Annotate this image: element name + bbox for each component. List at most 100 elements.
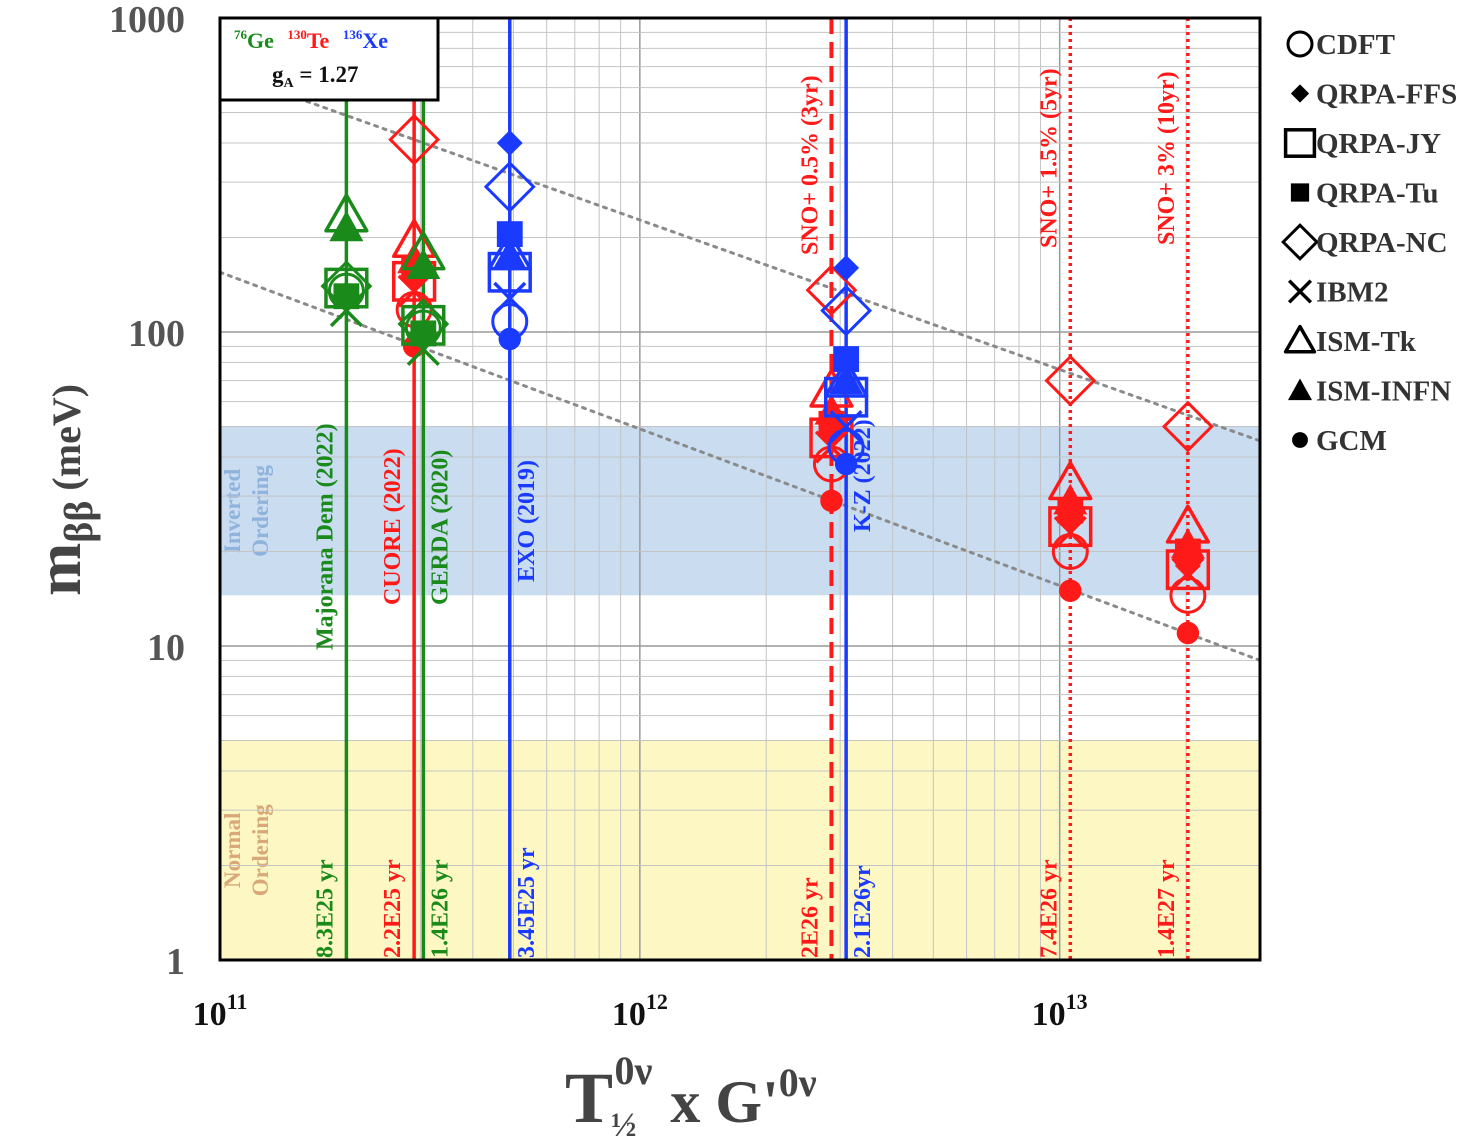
legend-label-qrpa-ffs: QRPA-FFS: [1316, 79, 1457, 111]
experiment-limit-label: 2.2E25 yr: [380, 859, 406, 958]
ge-mass: 76: [234, 27, 248, 42]
y-axis-title: mββ (meV): [23, 384, 101, 596]
point-qrpa-ffs: [833, 254, 860, 281]
experiment-limit-label: 2.1E26yr: [850, 865, 876, 958]
point-ibm2: [829, 409, 863, 444]
point-qrpa-nc: [820, 284, 873, 337]
legend-marker-cdft: [1286, 30, 1314, 58]
data-points: [320, 113, 1214, 645]
plot-border: [218, 16, 1262, 962]
experiment-name-label: SNO+ 3% (10yr): [1154, 71, 1180, 245]
legend-marker-qrpa-jy: [1283, 128, 1317, 158]
experiment-lines: Majorana Dem (2022) 8.3E25 yr CUORE (2022)…: [312, 18, 1190, 960]
point-gcm: [820, 489, 843, 513]
point-ism-infn: [406, 248, 441, 279]
info-box: 76Ge 130Te 136Xe gA = 1.27: [218, 16, 440, 102]
cross-stroke: [829, 409, 863, 444]
experiment-limit-label: 7.4E26 yr: [1036, 859, 1062, 958]
legend-marker-ibm2: [1287, 279, 1313, 304]
band-inverted: [220, 426, 1260, 596]
experiment-name-label: SNO+ 1.5% (5yr): [1036, 68, 1062, 248]
point-ism-infn: [492, 238, 527, 270]
diagonal-guides: [218, 90, 1262, 662]
experiment-name-label: Majorana Dem (2022): [312, 423, 338, 650]
x-tick-exponent: 13: [1066, 989, 1088, 1014]
x-axis-title: T½0ν x G'0ν: [565, 1048, 817, 1144]
band-label: Inverted Ordering: [220, 464, 273, 556]
experiment-limit-label: 1.4E27 yr: [1154, 859, 1180, 958]
legend-marker-gcm: [1292, 432, 1308, 448]
xe-mass: 136: [343, 27, 363, 42]
legend-marker-qrpa-tu: [1290, 183, 1310, 202]
point-gcm: [834, 452, 858, 476]
isotope-labels: 76Ge 130Te 136Xe: [234, 27, 388, 53]
legend-label-qrpa-tu: QRPA-Tu: [1316, 178, 1438, 210]
x-tick-label: 1011: [193, 989, 248, 1033]
te-mass: 130: [287, 27, 307, 42]
legend-marker-ism-infn: [1288, 378, 1312, 401]
legend-label-ism-infn: ISM-INFN: [1316, 376, 1451, 408]
experiment-name-label: CUORE (2022): [380, 448, 406, 605]
cross-stroke: [1287, 279, 1313, 304]
legend-label-gcm: GCM: [1316, 425, 1387, 457]
point-gcm: [1059, 579, 1082, 602]
band-label: Normal Ordering: [220, 804, 273, 896]
legend-label-qrpa-jy: QRPA-JY: [1316, 128, 1441, 160]
point-qrpa-nc: [1161, 400, 1214, 453]
y-tick-label: 1: [166, 941, 185, 983]
experiment-limit-label: 8.3E25 yr: [312, 859, 338, 958]
point-qrpa-ffs: [1174, 552, 1201, 579]
legend-marker-ism-tk: [1283, 324, 1317, 354]
band-label-line: Ordering: [248, 464, 273, 556]
y-tick-label: 100: [128, 313, 185, 355]
x-tick-base: 10: [612, 996, 646, 1033]
xe-symbol: Xe: [362, 28, 388, 53]
experiment-name-label: EXO (2019): [514, 460, 540, 582]
point-qrpa-nc: [483, 160, 536, 213]
x-tick-label: 1013: [1032, 989, 1088, 1033]
point-gcm: [335, 287, 358, 310]
cross-stroke: [1053, 515, 1087, 549]
point-gcm: [1176, 621, 1200, 645]
point-ism-infn: [329, 210, 364, 242]
legend-label-ism-tk: ISM-Tk: [1316, 326, 1417, 358]
ga-label: gA = 1.27: [272, 62, 358, 91]
te-symbol: Te: [307, 28, 330, 53]
experiment-limit-label: 2E26 yr: [797, 877, 823, 958]
x-tick-base: 10: [1032, 996, 1066, 1033]
band-label-line: Inverted: [220, 469, 245, 554]
legend-label-qrpa-nc: QRPA-NC: [1316, 227, 1448, 259]
point-qrpa-nc: [1044, 354, 1097, 407]
svg-text:mββ (meV): mββ (meV): [23, 384, 101, 596]
point-ibm2: [1171, 557, 1205, 591]
y-tick-label: 1000: [109, 0, 185, 41]
point-gcm: [412, 324, 435, 348]
point-ism-tk: [823, 358, 869, 398]
y-tick-label: 10: [147, 627, 185, 669]
x-tick-exponent: 12: [646, 989, 668, 1014]
legend-label-cdft: CDFT: [1316, 29, 1395, 61]
legend-marker-qrpa-ffs: [1290, 84, 1310, 103]
x-tick-base: 10: [193, 996, 227, 1033]
band-label-line: Ordering: [248, 804, 273, 896]
cross-stroke: [397, 274, 431, 308]
cross-stroke: [493, 281, 527, 315]
x-tick-exponent: 11: [227, 989, 248, 1014]
experiment-name-label: K-Z (2022): [850, 419, 876, 532]
point-ism-infn: [814, 394, 849, 425]
point-ibm2: [1053, 515, 1087, 549]
ge-symbol: Ge: [247, 28, 274, 53]
diagonal-guide-line: [279, 90, 1262, 443]
point-ibm2: [493, 281, 527, 315]
point-ism-infn: [1053, 483, 1088, 515]
band-normal: [220, 740, 1260, 960]
point-gcm: [498, 327, 521, 351]
point-ism-infn: [829, 363, 864, 395]
cross-stroke: [1171, 557, 1205, 591]
experiment-limit-label: 1.4E26 yr: [427, 859, 453, 958]
experiment-name-label: SNO+ 0.5% (3yr): [797, 75, 823, 255]
